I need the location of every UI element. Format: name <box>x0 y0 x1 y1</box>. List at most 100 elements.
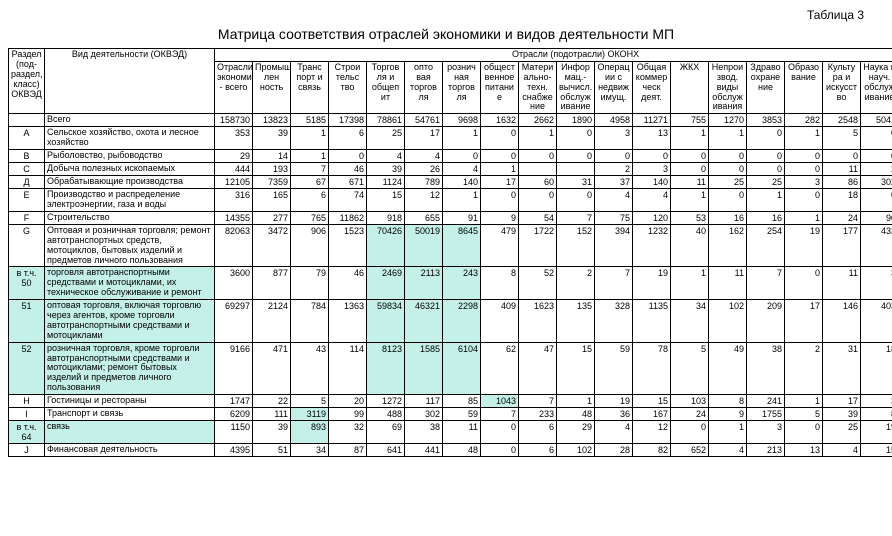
row-code: C <box>9 163 45 176</box>
cell: 11862 <box>329 211 367 224</box>
cell: 167 <box>633 408 671 421</box>
cell: 2113 <box>405 267 443 300</box>
col-3: Строи тельс тво <box>329 61 367 113</box>
cell: 19 <box>595 395 633 408</box>
cell: 282 <box>785 114 823 127</box>
cell: 3 <box>747 421 785 444</box>
cell: 114 <box>329 342 367 394</box>
cell: 0 <box>747 163 785 176</box>
cell: 86 <box>823 176 861 189</box>
cell: 46321 <box>405 300 443 343</box>
cell: 165 <box>253 189 291 212</box>
cell: 11 <box>709 267 747 300</box>
cell: 120 <box>633 211 671 224</box>
cell: 38 <box>405 421 443 444</box>
cell: 8 <box>481 267 519 300</box>
cell: 4958 <box>595 114 633 127</box>
cell: 353 <box>215 127 253 150</box>
row-activity: Производство и распределение электроэнер… <box>45 189 215 212</box>
cell: 24 <box>671 408 709 421</box>
cell: 479 <box>481 224 519 267</box>
cell: 316 <box>215 189 253 212</box>
cell: 1363 <box>329 300 367 343</box>
cell: 67 <box>291 176 329 189</box>
cell: 0 <box>861 150 892 163</box>
cell: 32 <box>329 421 367 444</box>
table-row: Всего15873013823518517398788615476196981… <box>9 114 892 127</box>
row-activity: Добыча полезных ископаемых <box>45 163 215 176</box>
cell: 6 <box>329 127 367 150</box>
cell: 146 <box>823 300 861 343</box>
cell: 2469 <box>367 267 405 300</box>
cell: 241 <box>747 395 785 408</box>
cell: 69 <box>367 421 405 444</box>
cell: 0 <box>709 163 747 176</box>
cell: 1 <box>443 189 481 212</box>
cell: 0 <box>557 150 595 163</box>
cell: 0 <box>785 163 823 176</box>
cell: 135 <box>557 300 595 343</box>
cell: 302 <box>861 176 892 189</box>
cell: 6 <box>291 189 329 212</box>
table-head: Раздел (под-раздел, класс) ОКВЭД Вид дея… <box>9 49 892 114</box>
row-activity: Оптовая и розничная торговля; ремонт авт… <box>45 224 215 267</box>
cell: 46 <box>329 163 367 176</box>
cell: 1747 <box>215 395 253 408</box>
cell: 0 <box>747 150 785 163</box>
cell: 0 <box>861 127 892 150</box>
row-code: Д <box>9 176 45 189</box>
col-8: Матери ально-техн. снабже ние <box>519 61 557 113</box>
cell: 1722 <box>519 224 557 267</box>
cell: 17 <box>405 127 443 150</box>
row-code: I <box>9 408 45 421</box>
cell: 409 <box>481 300 519 343</box>
table-row: EПроизводство и распределение электроэне… <box>9 189 892 212</box>
cell: 0 <box>671 150 709 163</box>
cell: 1270 <box>709 114 747 127</box>
cell: 0 <box>481 421 519 444</box>
col-4: Торгов ля и общеп ит <box>367 61 405 113</box>
cell: 8 <box>709 395 747 408</box>
cell: 1150 <box>215 421 253 444</box>
cell: 918 <box>367 211 405 224</box>
col-5: опто вая торгов ля <box>405 61 443 113</box>
table-row: JФинансовая деятельность4395513487641441… <box>9 444 892 457</box>
cell: 140 <box>443 176 481 189</box>
cell: 25 <box>709 176 747 189</box>
cell: 29 <box>215 150 253 163</box>
cell: 2 <box>861 163 892 176</box>
row-code: F <box>9 211 45 224</box>
col-9: Инфор мац.-вычисл. обслуж ивание <box>557 61 595 113</box>
cell: 1 <box>557 395 595 408</box>
cell: 12105 <box>215 176 253 189</box>
cell: 78861 <box>367 114 405 127</box>
col-2: Транс порт и связь <box>291 61 329 113</box>
col-13: Непрои звод. виды обслуж ивания <box>709 61 747 113</box>
cell: 4 <box>443 163 481 176</box>
cell: 69297 <box>215 300 253 343</box>
cell: 0 <box>481 127 519 150</box>
cell: 13 <box>633 127 671 150</box>
cell: 403 <box>861 300 892 343</box>
cell: 15 <box>633 395 671 408</box>
cell: 26 <box>405 163 443 176</box>
cell: 17 <box>823 395 861 408</box>
cell: 0 <box>481 444 519 457</box>
cell: 0 <box>785 150 823 163</box>
cell: 4 <box>633 189 671 212</box>
cell: 394 <box>595 224 633 267</box>
cell: 488 <box>367 408 405 421</box>
row-activity: оптовая торговля, включая торговлю через… <box>45 300 215 343</box>
cell: 441 <box>405 444 443 457</box>
cell: 302 <box>405 408 443 421</box>
cell: 1135 <box>633 300 671 343</box>
cell: 0 <box>785 421 823 444</box>
cell: 8 <box>861 408 892 421</box>
cell: 39 <box>253 421 291 444</box>
cell: 15 <box>557 342 595 394</box>
cell: 7 <box>519 395 557 408</box>
cell: 4 <box>595 421 633 444</box>
row-code: A <box>9 127 45 150</box>
table-row: IТранспорт и связь6209111311999488302597… <box>9 408 892 421</box>
cell: 0 <box>861 189 892 212</box>
